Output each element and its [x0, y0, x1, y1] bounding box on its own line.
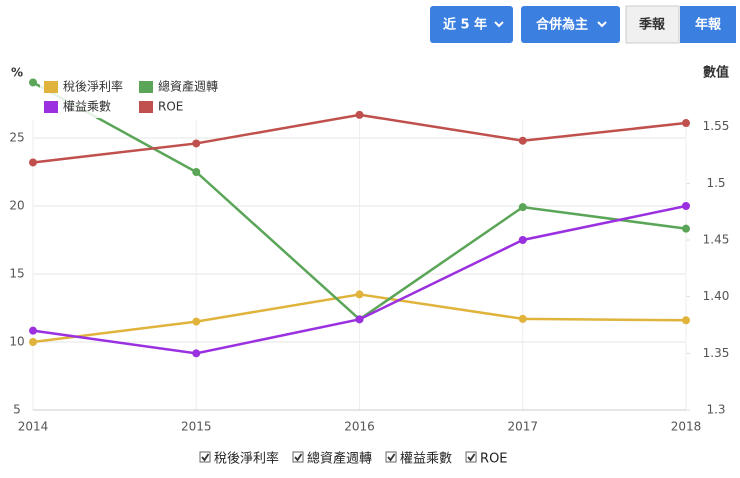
y-axis-label: % — [11, 66, 23, 80]
data-point — [192, 317, 201, 326]
data-point — [29, 338, 37, 346]
scope-label: 合併為主 — [536, 17, 588, 33]
data-point — [682, 202, 690, 210]
data-point — [355, 110, 364, 119]
y2-tick-label: 1.35 — [703, 346, 730, 360]
y-tick-label: 25 — [9, 131, 24, 145]
legend-checkbox[interactable] — [385, 451, 397, 463]
y-tick-label: 20 — [9, 199, 24, 213]
y2-tick-label: 1.3 — [706, 403, 725, 417]
x-tick-label: 2016 — [344, 420, 375, 434]
x-tick-label: 2015 — [181, 420, 212, 434]
y-tick-label: 10 — [9, 335, 24, 349]
y2-tick-label: 1.45 — [703, 233, 730, 247]
data-point — [682, 316, 690, 325]
legend-swatch — [139, 101, 153, 113]
legend-swatch — [139, 81, 153, 93]
legend-label: 總資產週轉 — [158, 79, 218, 94]
check-mark — [294, 453, 303, 462]
x-tick-label: 2017 — [507, 420, 538, 434]
legend-toggle-label: ROE — [480, 452, 507, 467]
check-mark — [467, 453, 476, 462]
data-point — [518, 203, 527, 212]
legend-checkbox[interactable] — [199, 451, 211, 463]
check-mark — [387, 453, 396, 462]
data-point — [355, 315, 364, 324]
legend-toggle-label: 總資產週轉 — [307, 451, 372, 467]
grid — [32, 120, 690, 411]
data-point — [682, 119, 690, 128]
legend-label: ROE — [158, 100, 183, 114]
y2-tick-label: 1.40 — [703, 289, 730, 303]
annual-button[interactable]: 年報 — [680, 6, 736, 43]
data-point — [192, 139, 201, 148]
y-tick-label: 5 — [13, 403, 21, 417]
check-mark — [201, 453, 210, 462]
x-tick-label: 2018 — [671, 420, 702, 434]
legend-swatch — [44, 101, 58, 113]
legend-toggle-label: 稅後淨利率 — [214, 451, 279, 467]
y2-tick-label: 1.55 — [703, 119, 730, 133]
legend-checkbox[interactable] — [292, 451, 304, 463]
data-point — [192, 168, 201, 176]
y2-tick-label: 1.5 — [706, 176, 725, 190]
scope-button[interactable]: 合併為主 — [521, 6, 620, 43]
legend-toggle-label: 權益乘數 — [400, 452, 452, 467]
legend-swatch — [44, 81, 58, 93]
data-point — [29, 326, 37, 335]
data-point — [518, 236, 527, 244]
legend-checkbox[interactable] — [465, 451, 477, 463]
x-tick-label: 2014 — [18, 420, 49, 434]
data-point — [29, 158, 37, 167]
legend-label: 稅後淨利率 — [63, 79, 123, 94]
quarterly-button[interactable]: 季報 — [625, 5, 680, 44]
data-point — [518, 314, 527, 323]
y-tick-label: 15 — [9, 267, 24, 281]
data-point — [29, 78, 37, 87]
period-label: 近 5 年 — [443, 17, 487, 33]
data-point — [192, 349, 201, 358]
annual-label: 年報 — [695, 17, 722, 33]
legend-label: 權益乘數 — [63, 100, 111, 114]
period-button[interactable]: 近 5 年 — [430, 6, 513, 43]
data-point — [355, 290, 364, 299]
data-point — [518, 136, 527, 145]
y2-axis-label: 數值 — [703, 65, 729, 81]
data-point — [682, 224, 690, 233]
quarterly-label: 季報 — [638, 17, 666, 33]
